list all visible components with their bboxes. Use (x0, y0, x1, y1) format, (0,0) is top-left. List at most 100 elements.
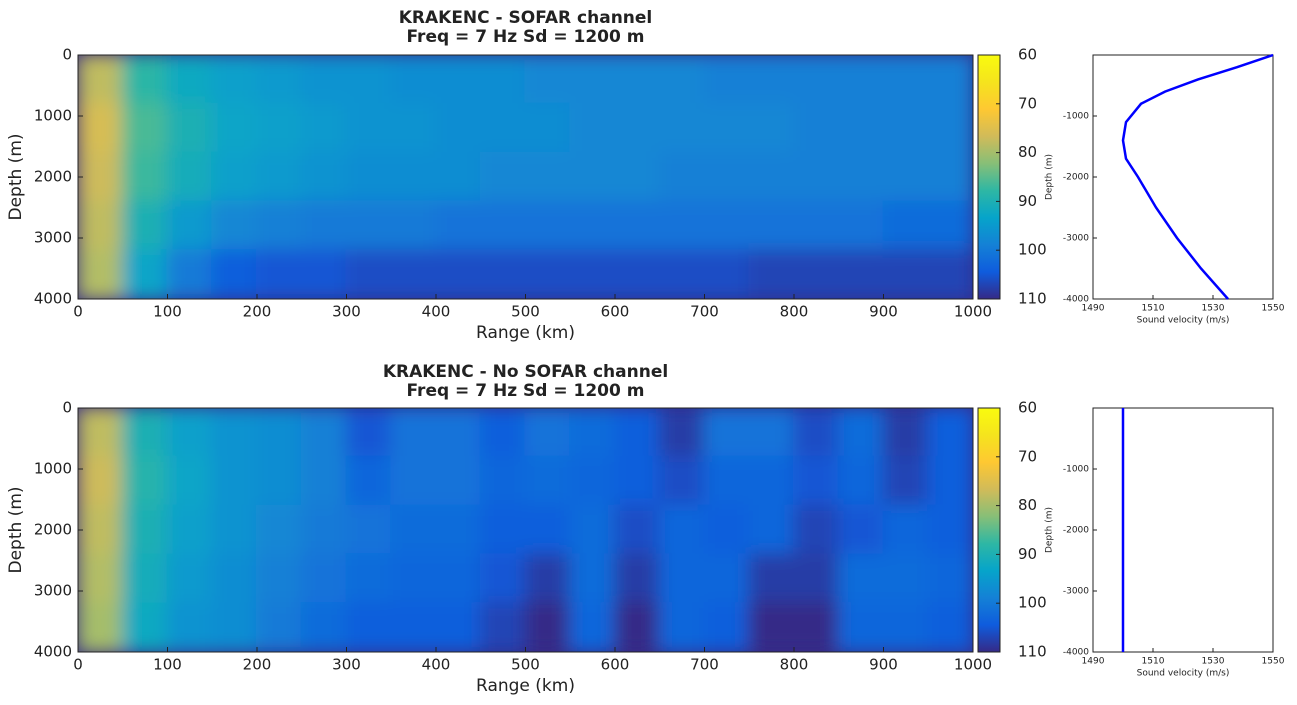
heatmap-cell (927, 151, 973, 203)
heatmap-cell (121, 151, 169, 203)
x-axis-label: Sound velocity (m/s) (1137, 669, 1230, 679)
heatmap-cell (390, 553, 437, 605)
y-tick-label: -4000 (1063, 648, 1089, 658)
heatmap-cell (927, 55, 973, 105)
heatmap-cell (793, 102, 840, 154)
heatmap-cell (390, 249, 437, 299)
x-tick-label: 500 (511, 303, 540, 321)
heatmap-cell (256, 553, 303, 605)
heatmap-cell (435, 200, 482, 252)
heatmap-cell (748, 602, 795, 652)
colorbar-tick-label: 100 (1018, 594, 1047, 612)
heatmap-cell (614, 504, 661, 556)
heatmap-cell (569, 102, 616, 154)
heatmap-cell (390, 455, 437, 507)
heatmap-cell (479, 55, 527, 105)
x-tick-label: 1490 (1082, 657, 1105, 667)
heatmap-cell (345, 200, 393, 252)
heatmap-cell (658, 55, 706, 105)
heatmap-cell (211, 249, 258, 299)
profile-line (1121, 53, 1274, 300)
heatmap-cell (614, 408, 661, 458)
heatmap-cell (569, 200, 616, 252)
heatmap-cell (300, 249, 348, 299)
heatmap-cell (166, 504, 214, 556)
heatmap-cell (256, 151, 303, 203)
heatmap-cell (703, 504, 751, 556)
heatmap-cell (748, 553, 795, 605)
heatmap-cell (658, 455, 706, 507)
heatmap-cell (300, 504, 348, 556)
heatmap-cell (658, 151, 706, 203)
heatmap-cell (435, 553, 482, 605)
heatmap-cell (748, 249, 795, 299)
y-tick-label: -1000 (1063, 465, 1089, 475)
x-axis-label: Sound velocity (m/s) (1137, 316, 1230, 326)
x-tick-label: 400 (422, 303, 451, 321)
heatmap-cell (345, 602, 393, 652)
heatmap-cell (658, 408, 706, 458)
heatmap-cell (166, 151, 214, 203)
y-tick-label: -2000 (1063, 173, 1089, 183)
y-axis-label: Depth (m) (6, 486, 26, 573)
heatmap-cell (614, 455, 661, 507)
heatmap-cell (345, 553, 393, 605)
heatmap-cell (256, 102, 303, 154)
y-tick-label: -3000 (1063, 587, 1089, 597)
chart-title: Freq = 7 Hz Sd = 1200 m (407, 27, 645, 47)
heatmap-cell (345, 55, 393, 105)
heatmap-cell (748, 504, 795, 556)
heatmap-cell (390, 504, 437, 556)
heatmap-cell (524, 504, 572, 556)
heatmap-cell (390, 102, 437, 154)
x-tick-label: 700 (690, 656, 719, 674)
y-tick-label: 1000 (34, 107, 72, 125)
heatmap-cell (703, 55, 751, 105)
heatmap-cell (78, 602, 124, 652)
heatmap-cell (524, 602, 572, 652)
heatmap (78, 55, 973, 299)
y-axis-label: Depth (m) (6, 133, 26, 220)
heatmap-cell (569, 602, 616, 652)
heatmap-cell (300, 55, 348, 105)
heatmap-cell (793, 55, 840, 105)
heatmap-cell (793, 249, 840, 299)
heatmap-cell (78, 504, 124, 556)
heatmap-cell (479, 504, 527, 556)
heatmap-cell (614, 602, 661, 652)
heatmap-cell (524, 102, 572, 154)
heatmap-cell (121, 553, 169, 605)
heatmap-cell (121, 55, 169, 105)
heatmap-cell (300, 200, 348, 252)
heatmap-cell (882, 408, 930, 458)
heatmap-cell (78, 553, 124, 605)
heatmap-cell (211, 504, 258, 556)
heatmap-cell (435, 102, 482, 154)
heatmap-cell (256, 504, 303, 556)
heatmap-cell (435, 408, 482, 458)
heatmap-cell (927, 455, 973, 507)
y-tick-label: 3000 (34, 582, 72, 600)
heatmap-cell (927, 249, 973, 299)
heatmap-cell (927, 504, 973, 556)
heatmap-cell (793, 408, 840, 458)
colorbar (977, 407, 1001, 653)
heatmap-cell (256, 455, 303, 507)
colorbar-tick-label: 70 (1018, 447, 1037, 465)
chart-title: Freq = 7 Hz Sd = 1200 m (407, 381, 645, 401)
chart-title: KRAKENC - SOFAR channel (399, 8, 653, 28)
heatmap-cell (524, 553, 572, 605)
heatmap-cell (345, 455, 393, 507)
heatmap-cell (345, 102, 393, 154)
heatmap-cell (256, 249, 303, 299)
x-tick-label: 1550 (1262, 657, 1285, 667)
y-tick-label: -1000 (1063, 112, 1089, 122)
heatmap-cell (300, 102, 348, 154)
heatmap-cell (479, 602, 527, 652)
heatmap-cell (614, 200, 661, 252)
colorbar-tick-label: 70 (1018, 94, 1037, 112)
heatmap-cell (703, 408, 751, 458)
heatmap-cell (479, 200, 527, 252)
heatmap-cell (166, 102, 214, 154)
